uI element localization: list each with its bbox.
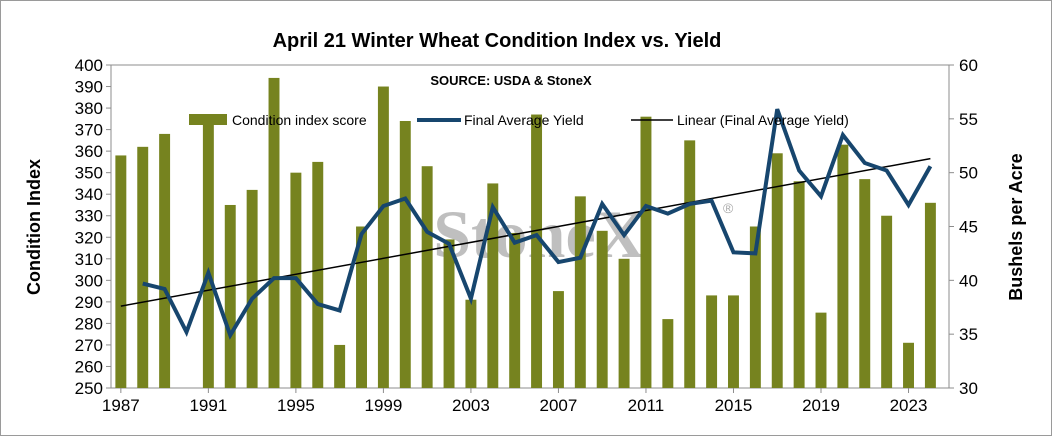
- legend-label-yield: Final Average Yield: [464, 112, 584, 128]
- left-tick-label: 340: [75, 185, 103, 204]
- bar-2001: [422, 166, 433, 388]
- left-tick-label: 310: [75, 250, 103, 269]
- x-tick-label: 2019: [802, 396, 840, 415]
- x-tick-label: 1987: [102, 396, 140, 415]
- left-tick-label: 390: [75, 78, 103, 97]
- right-axis-title: Bushels per Acre: [1006, 153, 1026, 300]
- bar-2017: [772, 153, 783, 388]
- bar-2006: [531, 115, 542, 388]
- left-tick-label: 320: [75, 228, 103, 247]
- left-tick-label: 260: [75, 357, 103, 376]
- x-tick-label: 1999: [364, 396, 402, 415]
- right-tick-label: 35: [959, 325, 978, 344]
- bar-2024: [925, 203, 936, 388]
- x-tick-label: 2015: [715, 396, 753, 415]
- chart-subtitle: SOURCE: USDA & StoneX: [430, 73, 592, 88]
- left-tick-label: 400: [75, 56, 103, 75]
- left-tick-label: 290: [75, 293, 103, 312]
- bar-2003: [465, 300, 476, 388]
- bar-2002: [444, 239, 455, 388]
- left-axis-ticks: 400 390 380 370 360 350 340 330 320 310 300 290 280 2…: [75, 56, 111, 398]
- x-tick-label: 2023: [890, 396, 928, 415]
- bar-1996: [312, 162, 323, 388]
- bar-2010: [619, 259, 630, 388]
- bar-1987: [115, 155, 126, 388]
- bar-1989: [159, 134, 170, 388]
- bar-1993: [247, 190, 258, 388]
- bar-2008: [575, 196, 586, 388]
- right-tick-label: 45: [959, 218, 978, 237]
- right-axis-ticks: 60 55 50 45 40 35 30: [949, 56, 978, 398]
- legend-label-linear: Linear (Final Average Yield): [677, 112, 849, 128]
- left-tick-label: 360: [75, 142, 103, 161]
- bar-2018: [794, 181, 805, 388]
- x-tick-label: 1991: [189, 396, 227, 415]
- bar-1999: [378, 87, 389, 388]
- bar-2022: [881, 216, 892, 388]
- bar-2009: [597, 231, 608, 388]
- x-axis-ticks: 1987 1991 1995 1999 2003 2007 2011 2015 2019 2023: [102, 388, 928, 415]
- bar-2020: [837, 145, 848, 388]
- right-tick-label: 40: [959, 271, 978, 290]
- bar-2019: [816, 313, 827, 388]
- bar-2013: [684, 140, 695, 388]
- bar-2005: [509, 233, 520, 388]
- right-tick-label: 50: [959, 164, 978, 183]
- bar-2011: [640, 117, 651, 388]
- bar-2021: [859, 179, 870, 388]
- chart-title: April 21 Winter Wheat Condition Index vs…: [273, 30, 722, 52]
- bar-1997: [334, 345, 345, 388]
- x-tick-label: 2011: [628, 396, 665, 415]
- bar-2007: [553, 291, 564, 388]
- x-tick-label: 2003: [452, 396, 490, 415]
- x-tick-label: 1995: [277, 396, 315, 415]
- left-axis-title: Condition Index: [24, 159, 44, 295]
- bar-1988: [137, 147, 148, 388]
- left-tick-label: 270: [75, 336, 103, 355]
- bar-2012: [662, 319, 673, 388]
- left-tick-label: 280: [75, 314, 103, 333]
- right-tick-label: 55: [959, 110, 978, 129]
- right-tick-label: 30: [959, 379, 978, 398]
- left-tick-label: 380: [75, 99, 103, 118]
- bar-1991: [203, 119, 214, 388]
- legend: Condition index score Final Average Yiel…: [189, 112, 849, 128]
- bar-1992: [225, 205, 236, 388]
- legend-label-condition: Condition index score: [232, 112, 367, 128]
- registered-mark: ®: [723, 200, 734, 216]
- x-tick-label: 2007: [540, 396, 578, 415]
- bar-2015: [728, 295, 739, 388]
- bar-2023: [903, 343, 914, 388]
- left-tick-label: 370: [75, 121, 103, 140]
- left-tick-label: 330: [75, 207, 103, 226]
- right-tick-label: 60: [959, 56, 978, 75]
- left-tick-label: 350: [75, 164, 103, 183]
- left-tick-label: 250: [75, 379, 103, 398]
- left-tick-label: 300: [75, 271, 103, 290]
- bar-2014: [706, 295, 717, 388]
- legend-swatch-condition: [189, 114, 227, 125]
